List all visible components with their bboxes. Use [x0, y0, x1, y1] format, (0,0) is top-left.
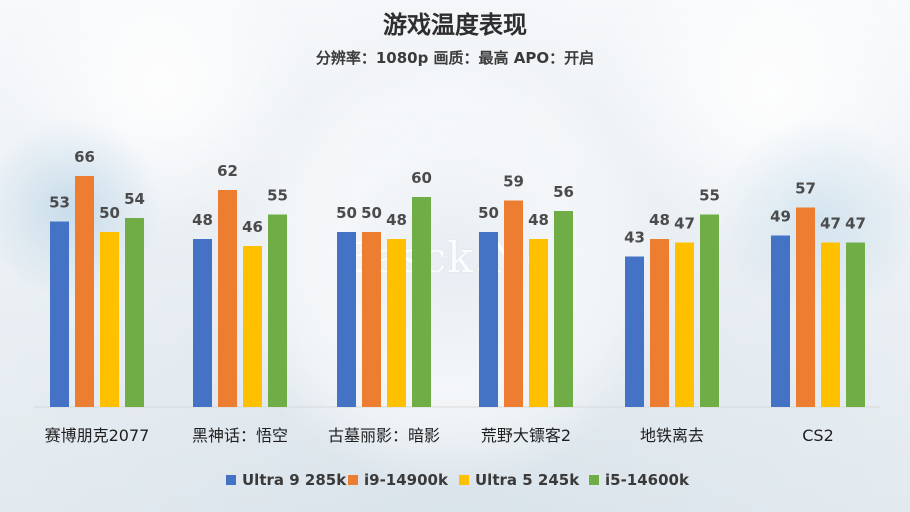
bar-ultra-5-245k-4: [675, 242, 694, 407]
bars-layer: [50, 176, 865, 407]
category-label-black-myth-wukong: 黑神话：悟空: [192, 426, 288, 445]
value-label-ultra-5-245k-0: 50: [99, 204, 120, 222]
bar-ultra-9-285k-2: [337, 232, 356, 407]
bar-i5-14600k-0: [125, 218, 144, 407]
legend-label-ultra-9-285k: Ultra 9 285k: [242, 471, 347, 489]
bar-i9-14900k-4: [650, 239, 669, 407]
bar-i9-14900k-0: [75, 176, 94, 407]
bar-ultra-5-245k-3: [529, 239, 548, 407]
category-label-metro-exodus: 地铁离去: [640, 426, 704, 445]
value-label-i9-14900k-4: 48: [649, 211, 670, 229]
value-label-ultra-5-245k-4: 47: [674, 215, 695, 233]
legend-swatch-ultra-5-245k: [459, 475, 469, 485]
value-label-i5-14600k-2: 60: [411, 169, 432, 187]
category-label-cyberpunk-2077: 赛博朋克2077: [45, 426, 150, 445]
value-label-i9-14900k-3: 59: [503, 173, 524, 191]
value-label-i5-14600k-5: 47: [845, 215, 866, 233]
value-label-ultra-9-285k-4: 43: [624, 229, 645, 247]
bar-i9-14900k-2: [362, 232, 381, 407]
legend-swatch-i5-14600k: [589, 475, 599, 485]
value-label-i5-14600k-1: 55: [267, 187, 288, 205]
value-label-ultra-5-245k-5: 47: [820, 215, 841, 233]
legend-label-ultra-5-245k: Ultra 5 245k: [475, 471, 580, 489]
category-label-shadow-of-the-tomb-raider: 古墓丽影：暗影: [328, 426, 440, 445]
bar-i5-14600k-1: [268, 214, 287, 407]
bar-ultra-9-285k-5: [771, 235, 790, 407]
bar-ultra-5-245k-0: [100, 232, 119, 407]
bar-i9-14900k-1: [218, 190, 237, 407]
bar-ultra-9-285k-3: [479, 232, 498, 407]
legend-label-i5-14600k: i5-14600k: [605, 471, 690, 489]
chart-subtitle: 分辨率：1080p 画质：最高 APO：开启: [315, 49, 595, 67]
value-label-ultra-5-245k-2: 48: [386, 211, 407, 229]
legend-item-ultra-9-285k: Ultra 9 285k: [226, 471, 347, 489]
value-label-ultra-9-285k-3: 50: [478, 204, 499, 222]
legend-item-i5-14600k: i5-14600k: [589, 471, 690, 489]
legend-swatch-i9-14900k: [348, 475, 358, 485]
category-label-cs2: CS2: [802, 426, 834, 445]
value-label-i9-14900k-5: 57: [795, 180, 816, 198]
category-label-red-dead-redemption-2: 荒野大镖客2: [481, 426, 571, 445]
value-label-i5-14600k-3: 56: [553, 183, 574, 201]
bar-ultra-5-245k-1: [243, 246, 262, 407]
bar-ultra-5-245k-5: [821, 242, 840, 407]
value-label-ultra-9-285k-0: 53: [49, 194, 70, 212]
value-label-ultra-5-245k-3: 48: [528, 211, 549, 229]
bar-i5-14600k-3: [554, 211, 573, 407]
legend-item-i9-14900k: i9-14900k: [348, 471, 449, 489]
value-label-ultra-9-285k-2: 50: [336, 204, 357, 222]
bar-i9-14900k-3: [504, 200, 523, 407]
bar-i5-14600k-2: [412, 197, 431, 407]
value-label-i9-14900k-1: 62: [217, 162, 238, 180]
legend-item-ultra-5-245k: Ultra 5 245k: [459, 471, 580, 489]
legend-label-i9-14900k: i9-14900k: [364, 471, 449, 489]
category-labels-layer: 赛博朋克2077 黑神话：悟空 古墓丽影：暗影 荒野大镖客2 地铁离去 CS2: [45, 426, 834, 445]
bar-ultra-9-285k-0: [50, 221, 69, 407]
value-label-i5-14600k-4: 55: [699, 187, 720, 205]
bar-ultra-5-245k-2: [387, 239, 406, 407]
chart-title: 游戏温度表现: [383, 11, 527, 39]
value-label-i9-14900k-2: 50: [361, 204, 382, 222]
value-label-ultra-9-285k-1: 48: [192, 211, 213, 229]
legend: Ultra 9 285k i9-14900k Ultra 5 245k i5-1460…: [226, 471, 690, 489]
legend-swatch-ultra-9-285k: [226, 475, 236, 485]
bar-ultra-9-285k-1: [193, 239, 212, 407]
bar-ultra-9-285k-4: [625, 256, 644, 407]
value-label-ultra-5-245k-1: 46: [242, 218, 263, 236]
value-label-i9-14900k-0: 66: [74, 148, 95, 166]
bar-i5-14600k-4: [700, 214, 719, 407]
bar-i9-14900k-5: [796, 207, 815, 407]
value-label-ultra-9-285k-5: 49: [770, 208, 791, 226]
bar-i5-14600k-5: [846, 242, 865, 407]
value-label-i5-14600k-0: 54: [124, 190, 145, 208]
